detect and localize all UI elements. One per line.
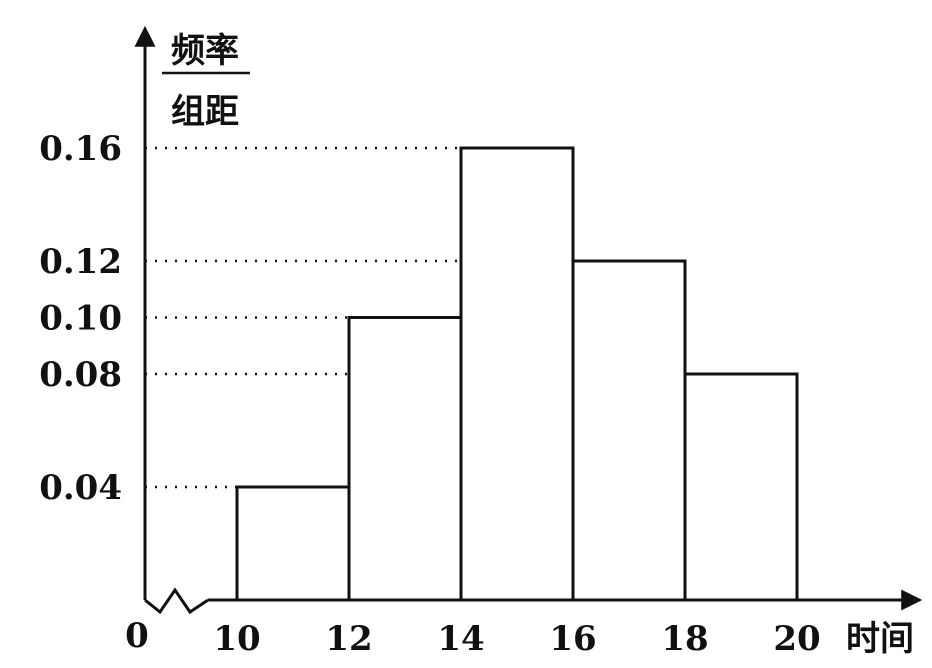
x-tick-label: 10 [213, 619, 260, 659]
histogram-bar [683, 372, 799, 602]
y-tick-label: 0.08 [39, 355, 122, 395]
x-tick-label: 16 [549, 619, 596, 659]
x-tick-label: 18 [661, 619, 708, 659]
x-axis-title: 时间 [846, 619, 914, 659]
histogram-bar [235, 485, 351, 602]
x-tick-labels: 10 12 14 16 18 20 [213, 619, 820, 659]
y-axis-title-denominator: 组距 [171, 92, 239, 132]
bars [235, 146, 799, 602]
x-tick-label: 14 [437, 619, 484, 659]
x-tick-label: 12 [325, 619, 372, 659]
axis-break-zigzag [144, 587, 209, 615]
y-tick-label: 0.16 [39, 129, 122, 169]
origin-label: 0 [125, 616, 149, 656]
histogram-bar [347, 316, 463, 602]
x-tick-label: 20 [773, 619, 820, 659]
y-tick-label: 0.04 [39, 468, 122, 508]
y-tick-labels: 0.04 0.08 0.10 0.12 0.16 [39, 129, 122, 508]
histogram-bar [571, 259, 687, 602]
y-axis-title-numerator: 频率 [171, 31, 239, 71]
histogram-bar [459, 146, 575, 602]
y-tick-label: 0.12 [39, 242, 122, 282]
y-tick-label: 0.10 [39, 299, 122, 339]
